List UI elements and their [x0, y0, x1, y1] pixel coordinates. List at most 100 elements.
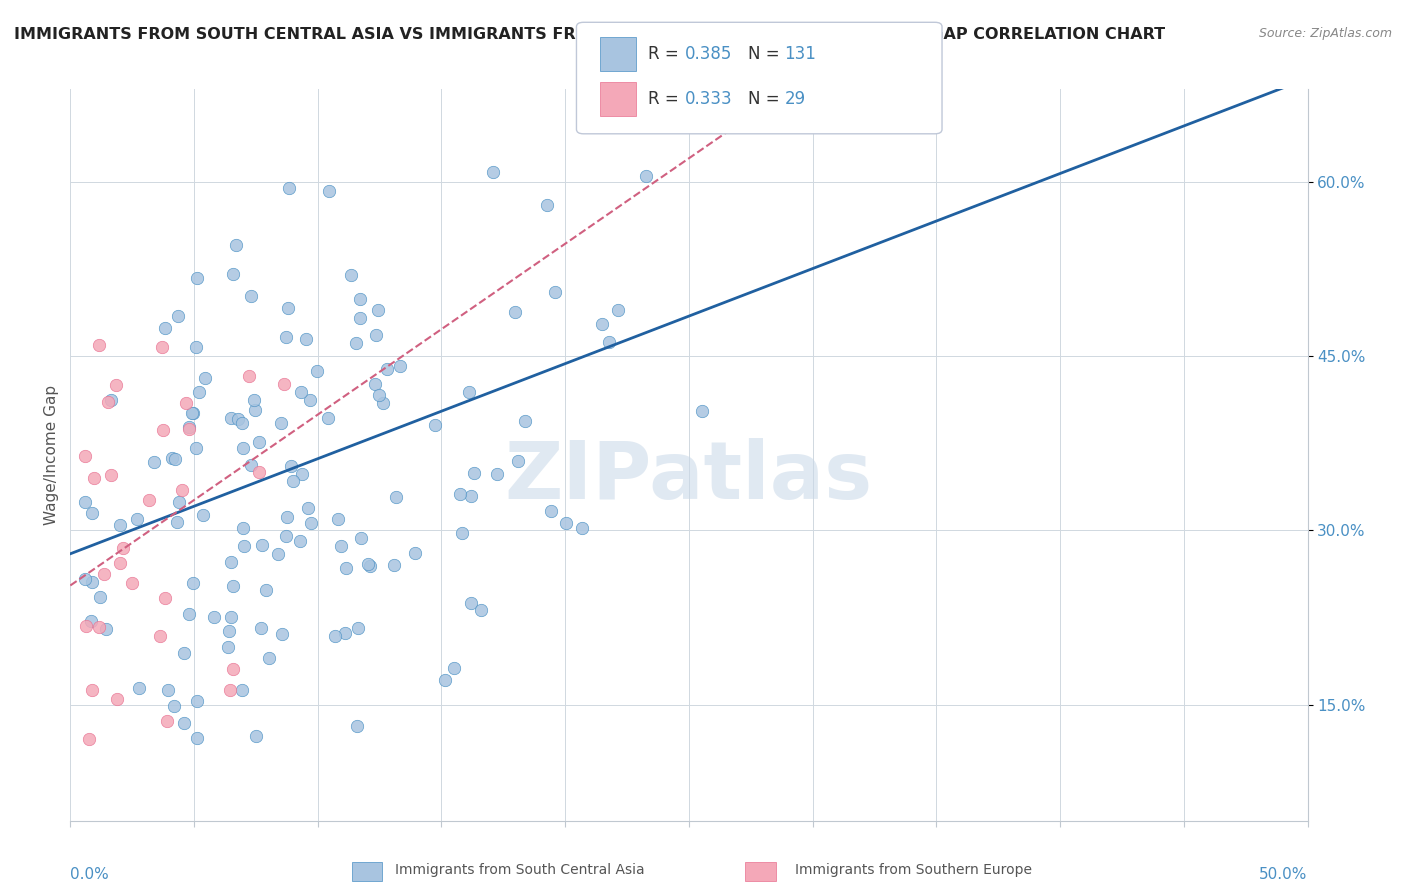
- Point: [350, 531, 373, 545]
- Point: [100, 468, 122, 483]
- Point: [186, 694, 208, 708]
- Point: [240, 289, 263, 303]
- Point: [326, 511, 349, 525]
- Point: [217, 640, 239, 655]
- Point: [290, 385, 312, 400]
- Point: [536, 198, 558, 212]
- Point: [607, 302, 630, 317]
- Point: [108, 517, 131, 532]
- Point: [191, 508, 214, 523]
- Point: [357, 557, 380, 571]
- Point: [153, 320, 176, 334]
- Point: [80, 506, 103, 520]
- Point: [142, 455, 165, 469]
- Point: [579, 117, 602, 131]
- Point: [222, 579, 245, 593]
- Point: [157, 682, 180, 697]
- Text: 0.0%: 0.0%: [70, 867, 110, 882]
- Point: [540, 504, 562, 518]
- Point: [167, 309, 190, 323]
- Text: 0.385: 0.385: [685, 45, 733, 63]
- Text: 131: 131: [785, 45, 817, 63]
- Point: [389, 359, 412, 373]
- Point: [245, 403, 267, 417]
- Point: [179, 420, 201, 434]
- Point: [239, 458, 262, 472]
- Point: [111, 541, 134, 555]
- Point: [222, 661, 245, 675]
- Point: [276, 529, 298, 543]
- Point: [173, 716, 195, 731]
- Point: [247, 465, 270, 479]
- Point: [460, 596, 482, 610]
- Point: [364, 327, 387, 342]
- Point: [460, 489, 482, 503]
- Point: [375, 362, 398, 376]
- Point: [299, 392, 322, 407]
- Text: 29: 29: [785, 90, 806, 108]
- Point: [433, 673, 456, 687]
- Point: [152, 423, 174, 437]
- Text: Source: ZipAtlas.com: Source: ZipAtlas.com: [1258, 27, 1392, 40]
- Point: [344, 335, 367, 350]
- Point: [75, 572, 97, 586]
- Point: [554, 516, 576, 531]
- Point: [83, 471, 105, 485]
- Point: [423, 417, 446, 432]
- Point: [267, 547, 290, 561]
- Point: [238, 369, 260, 384]
- Point: [181, 406, 204, 420]
- Point: [673, 117, 696, 131]
- Point: [271, 627, 294, 641]
- Point: [166, 515, 188, 529]
- Point: [346, 719, 368, 733]
- Point: [349, 292, 371, 306]
- Point: [299, 516, 322, 530]
- Point: [385, 490, 408, 504]
- Point: [187, 385, 209, 400]
- Point: [80, 682, 103, 697]
- Text: 50.0%: 50.0%: [1260, 867, 1308, 882]
- Point: [219, 410, 242, 425]
- Text: IMMIGRANTS FROM SOUTH CENTRAL ASIA VS IMMIGRANTS FROM SOUTHERN EUROPE WAGE/INCOM: IMMIGRANTS FROM SOUTH CENTRAL ASIA VS IM…: [14, 27, 1166, 42]
- Point: [105, 378, 128, 392]
- Point: [80, 614, 103, 628]
- Point: [451, 525, 474, 540]
- Point: [347, 621, 370, 635]
- Point: [221, 610, 243, 624]
- Point: [288, 534, 311, 549]
- Point: [93, 567, 115, 582]
- Point: [125, 512, 148, 526]
- Point: [218, 624, 240, 639]
- Point: [254, 583, 277, 598]
- Point: [247, 434, 270, 449]
- Point: [340, 268, 363, 282]
- Point: [335, 560, 357, 574]
- Point: [219, 555, 242, 569]
- Point: [149, 630, 172, 644]
- Point: [231, 416, 253, 430]
- Point: [591, 317, 613, 331]
- Point: [482, 165, 505, 179]
- Point: [634, 169, 657, 183]
- Point: [278, 181, 301, 195]
- Point: [186, 340, 208, 354]
- Point: [173, 647, 195, 661]
- Point: [75, 619, 97, 633]
- Point: [367, 302, 389, 317]
- Point: [457, 384, 479, 399]
- Text: ZIPatlas: ZIPatlas: [505, 438, 873, 516]
- Point: [307, 364, 329, 378]
- Point: [243, 393, 266, 408]
- Point: [150, 340, 173, 354]
- Point: [515, 413, 537, 427]
- Point: [167, 495, 190, 509]
- Point: [329, 539, 352, 553]
- Text: R =: R =: [648, 45, 685, 63]
- Text: Immigrants from South Central Asia: Immigrants from South Central Asia: [395, 863, 645, 877]
- Point: [276, 509, 298, 524]
- Point: [87, 620, 110, 634]
- Point: [485, 467, 508, 482]
- Point: [110, 556, 132, 570]
- Point: [128, 681, 150, 696]
